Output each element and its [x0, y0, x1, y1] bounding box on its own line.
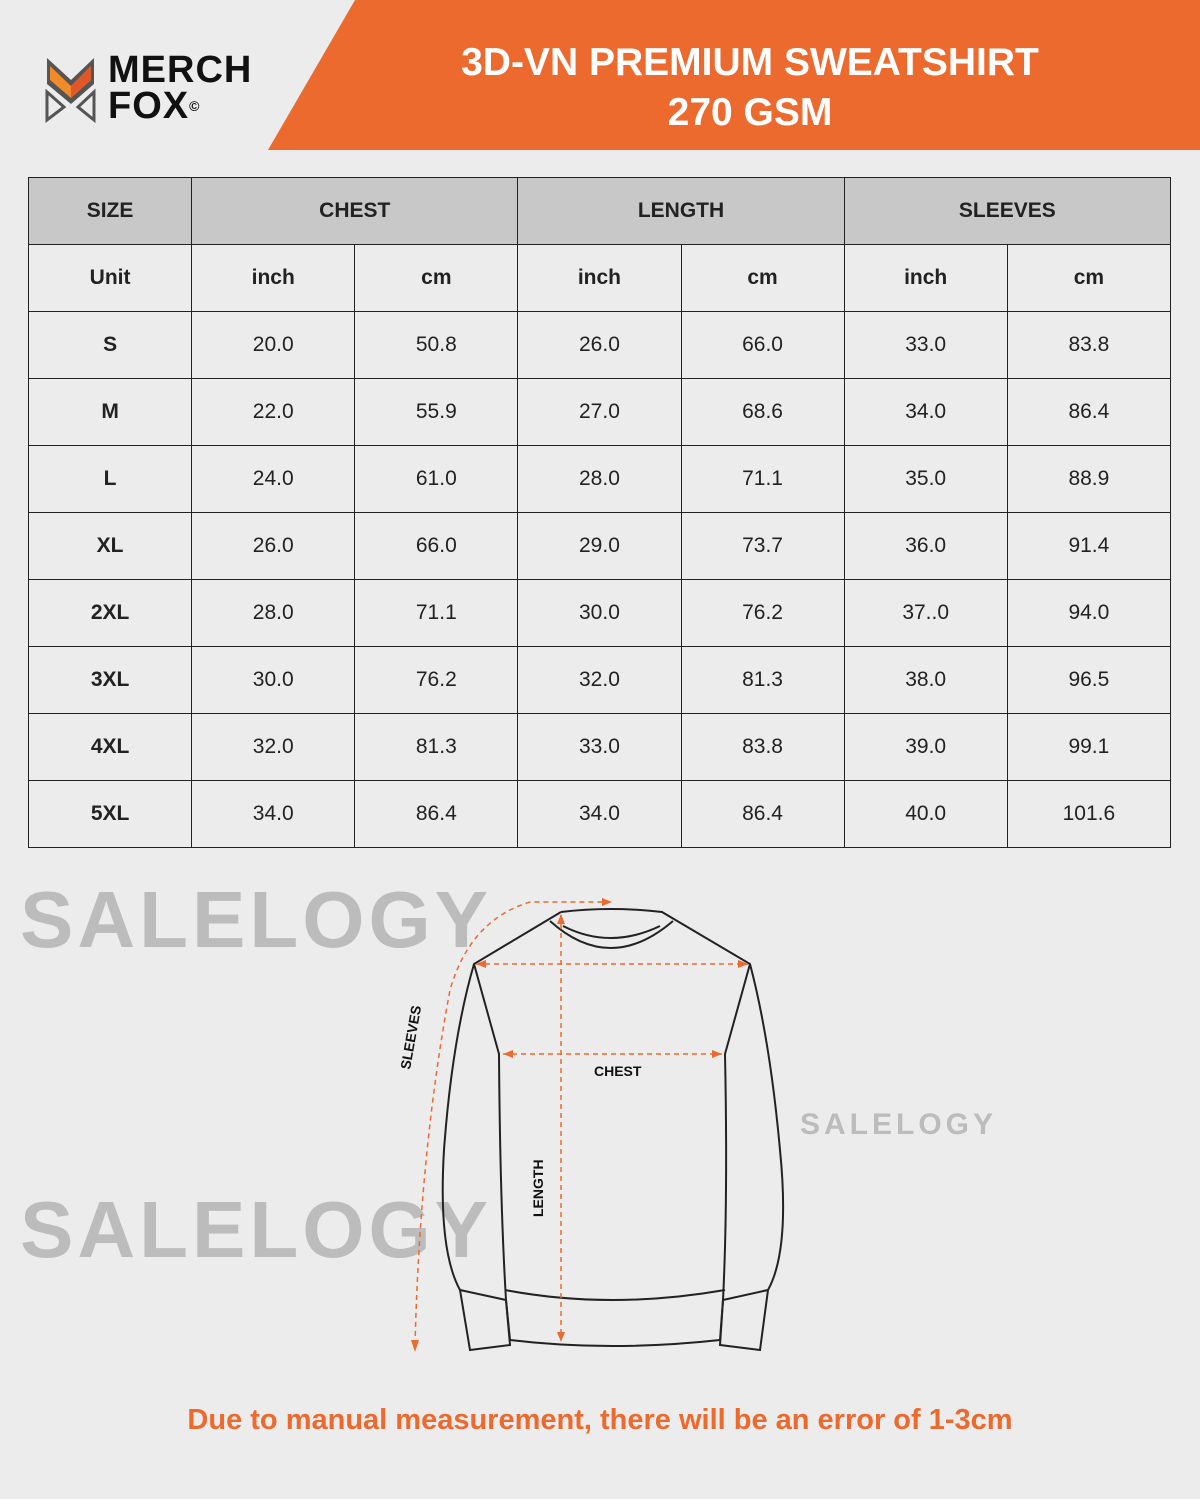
- value-cell: 86.4: [1006, 378, 1172, 446]
- watermark: SALELOGY: [800, 1108, 998, 1141]
- value-cell: 30.0: [517, 579, 682, 647]
- value-cell: 88.9: [1006, 445, 1172, 513]
- value-cell: 81.3: [354, 713, 519, 781]
- merchfox-logo-icon: [45, 58, 96, 124]
- value-cell: 27.0: [517, 378, 682, 446]
- header-length: LENGTH: [517, 177, 845, 245]
- value-cell: 33.0: [843, 311, 1008, 379]
- value-cell: 68.6: [680, 378, 845, 446]
- value-cell: 32.0: [191, 713, 356, 781]
- value-cell: 81.3: [680, 646, 845, 714]
- unit-cell: cm: [680, 244, 845, 312]
- value-cell: 32.0: [517, 646, 682, 714]
- table-row: L 24.0 61.0 28.0 71.1 35.0 88.9: [27, 445, 1172, 513]
- unit-cell: cm: [1006, 244, 1172, 312]
- brand-name: MERCH FOX©: [108, 49, 253, 127]
- sleeves-label: SLEEVES: [397, 1004, 424, 1070]
- brand-line2: FOX: [108, 85, 190, 127]
- value-cell: 66.0: [354, 512, 519, 580]
- copyright-mark: ©: [189, 98, 201, 114]
- value-cell: 24.0: [191, 445, 356, 513]
- value-cell: 33.0: [517, 713, 682, 781]
- value-cell: 34.0: [517, 780, 682, 848]
- value-cell: 71.1: [354, 579, 519, 647]
- value-cell: 34.0: [191, 780, 356, 848]
- unit-cell: cm: [354, 244, 519, 312]
- table-row: 5XL 34.0 86.4 34.0 86.4 40.0 101.6: [27, 780, 1172, 848]
- table-row: M 22.0 55.9 27.0 68.6 34.0 86.4: [27, 378, 1172, 446]
- size-cell: 3XL: [27, 646, 193, 714]
- value-cell: 76.2: [680, 579, 845, 647]
- value-cell: 101.6: [1006, 780, 1172, 848]
- value-cell: 22.0: [191, 378, 356, 446]
- brand-line1: MERCH: [108, 49, 253, 91]
- size-cell: 4XL: [27, 713, 193, 781]
- value-cell: 94.0: [1006, 579, 1172, 647]
- value-cell: 73.7: [680, 512, 845, 580]
- value-cell: 61.0: [354, 445, 519, 513]
- value-cell: 96.5: [1006, 646, 1172, 714]
- unit-cell: inch: [843, 244, 1008, 312]
- size-chart-table: SIZE CHEST LENGTH SLEEVES Unit inch cm inch…: [27, 177, 1172, 848]
- value-cell: 34.0: [843, 378, 1008, 446]
- value-cell: 86.4: [354, 780, 519, 848]
- measurement-note: Due to manual measurement, there will be…: [187, 1404, 1013, 1436]
- watermark: SALELOGY: [20, 875, 493, 964]
- value-cell: 40.0: [843, 780, 1008, 848]
- table-row: S 20.0 50.8 26.0 66.0 33.0 83.8: [27, 311, 1172, 379]
- value-cell: 28.0: [191, 579, 356, 647]
- value-cell: 29.0: [517, 512, 682, 580]
- unit-cell: inch: [191, 244, 356, 312]
- size-cell: L: [27, 445, 193, 513]
- title-line1: 3D-VN PREMIUM SWEATSHIRT: [461, 41, 1039, 84]
- title-line2: 270 GSM: [667, 91, 833, 134]
- value-cell: 35.0: [843, 445, 1008, 513]
- unit-cell: Unit: [27, 244, 193, 312]
- header-chest: CHEST: [191, 177, 519, 245]
- value-cell: 26.0: [191, 512, 356, 580]
- value-cell: 99.1: [1006, 713, 1172, 781]
- length-label: LENGTH: [530, 1159, 546, 1217]
- size-cell: 5XL: [27, 780, 193, 848]
- size-cell: 2XL: [27, 579, 193, 647]
- value-cell: 76.2: [354, 646, 519, 714]
- page-title: 3D-VN PREMIUM SWEATSHIRT 270 GSM: [360, 38, 1140, 138]
- value-cell: 26.0: [517, 311, 682, 379]
- header-banner: [268, 0, 1200, 150]
- size-cell: S: [27, 311, 193, 379]
- value-cell: 71.1: [680, 445, 845, 513]
- watermark: SALELOGY: [20, 1185, 493, 1274]
- header-row: SIZE CHEST LENGTH SLEEVES: [27, 177, 1172, 245]
- value-cell: 28.0: [517, 445, 682, 513]
- value-cell: 83.8: [680, 713, 845, 781]
- chest-label: CHEST: [594, 1063, 642, 1079]
- value-cell: 50.8: [354, 311, 519, 379]
- table-row: 3XL 30.0 76.2 32.0 81.3 38.0 96.5: [27, 646, 1172, 714]
- table-row: 2XL 28.0 71.1 30.0 76.2 37..0 94.0: [27, 579, 1172, 647]
- value-cell: 86.4: [680, 780, 845, 848]
- header-size: SIZE: [27, 177, 193, 245]
- value-cell: 39.0: [843, 713, 1008, 781]
- value-cell: 38.0: [843, 646, 1008, 714]
- table-row: 4XL 32.0 81.3 33.0 83.8 39.0 99.1: [27, 713, 1172, 781]
- value-cell: 30.0: [191, 646, 356, 714]
- value-cell: 36.0: [843, 512, 1008, 580]
